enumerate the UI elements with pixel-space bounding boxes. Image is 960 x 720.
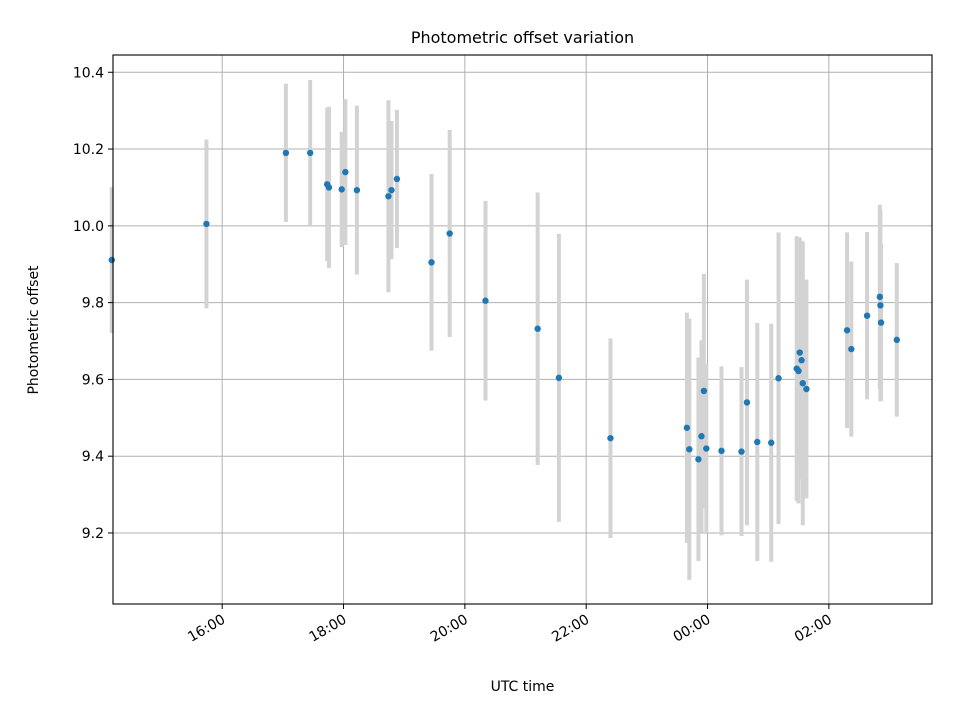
data-point	[342, 168, 349, 176]
data-point	[695, 456, 702, 463]
data-point	[768, 439, 775, 446]
data-point	[446, 230, 453, 237]
data-point	[718, 447, 725, 455]
y-tick-label: 9.8	[82, 296, 104, 312]
data-point	[796, 349, 803, 356]
data-point	[393, 175, 401, 183]
data-point	[388, 186, 395, 194]
data-point	[843, 327, 851, 334]
data-point	[108, 256, 115, 264]
data-point	[555, 374, 563, 382]
data-point	[700, 387, 708, 395]
data-point	[698, 433, 705, 440]
data-point	[754, 438, 761, 446]
data-point	[775, 375, 782, 382]
data-point	[799, 380, 806, 387]
y-tick-label: 9.6	[82, 372, 104, 388]
data-point	[203, 220, 210, 228]
data-point	[385, 193, 392, 200]
data-point	[877, 319, 885, 326]
y-tick-label: 10.0	[73, 219, 104, 235]
data-point	[607, 434, 614, 442]
data-point	[338, 186, 345, 193]
y-tick-label: 9.4	[82, 449, 104, 465]
data-point	[482, 297, 489, 304]
data-points	[108, 149, 901, 463]
x-axis-label: UTC time	[491, 679, 555, 695]
data-point	[893, 336, 901, 344]
data-point	[863, 312, 871, 319]
y-tick-label: 10.2	[73, 142, 104, 158]
data-point	[306, 149, 314, 157]
data-point	[743, 399, 751, 406]
data-point	[353, 186, 361, 194]
data-point	[795, 367, 802, 375]
data-point	[534, 325, 541, 332]
data-point	[325, 184, 333, 191]
data-point	[876, 293, 884, 301]
y-axis-label: Photometric offset	[26, 265, 42, 395]
y-axis-ticks: 9.2 9.4 9.6 9.8 10.0 10.2 10.4	[73, 65, 113, 542]
data-point	[683, 424, 691, 431]
plot-frame	[112, 54, 933, 605]
data-point	[428, 259, 435, 266]
y-tick-label: 9.2	[82, 526, 104, 542]
data-point	[282, 149, 290, 157]
data-point	[686, 446, 693, 453]
data-point	[877, 302, 884, 309]
data-point	[798, 357, 805, 364]
data-point	[738, 448, 745, 455]
y-tick-label: 10.4	[73, 65, 104, 81]
data-point	[703, 445, 710, 452]
chart-title: Photometric offset variation	[411, 28, 634, 47]
data-point	[803, 385, 810, 393]
data-point	[848, 345, 855, 353]
